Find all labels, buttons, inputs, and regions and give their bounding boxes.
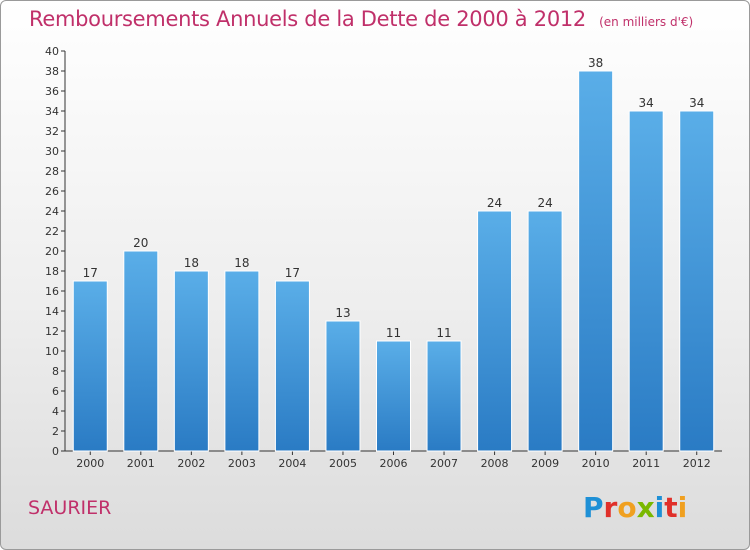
data-label-2009: 24 [537,196,552,210]
y-tick-label: 30 [45,145,59,158]
logo-letter: i [654,491,665,524]
y-tick-label: 12 [45,325,59,338]
x-tick-label-2010: 2010 [582,457,610,470]
x-tick-label-2009: 2009 [531,457,559,470]
x-tick-label-2000: 2000 [76,457,104,470]
y-tick-label: 22 [45,225,59,238]
y-tick-label: 36 [45,85,59,98]
x-tick-label-2008: 2008 [481,457,509,470]
y-tick-label: 2 [52,425,59,438]
data-label-2003: 18 [234,256,249,270]
logo-letter: o [617,491,637,524]
chart-title: Remboursements Annuels de la Dette de 20… [29,7,586,31]
bar-2007 [426,340,462,452]
data-label-2007: 11 [436,326,451,340]
y-tick-label: 10 [45,345,59,358]
logo-letter: i [677,491,688,524]
bar-2001 [123,250,159,452]
axes: 0246810121416182022242628303234363840200… [45,45,722,470]
x-tick-label-2003: 2003 [228,457,256,470]
bar-2012 [679,110,715,452]
y-tick-label: 34 [45,105,59,118]
x-tick-label-2006: 2006 [380,457,408,470]
bar-2003 [224,270,260,452]
y-tick-label: 4 [52,405,59,418]
data-label-2011: 34 [639,96,654,110]
bar-2005 [325,320,361,452]
bar-2010 [578,70,614,452]
y-tick-label: 40 [45,45,59,58]
data-label-2004: 17 [285,266,300,280]
y-tick-label: 14 [45,305,59,318]
data-label-2008: 24 [487,196,502,210]
proxiti-logo[interactable]: Proxiti [583,491,687,524]
y-tick-label: 0 [52,445,59,458]
x-tick-label-2002: 2002 [177,457,205,470]
x-tick-label-2011: 2011 [632,457,660,470]
x-tick-label-2012: 2012 [683,457,711,470]
data-label-2002: 18 [184,256,199,270]
data-label-2010: 38 [588,56,603,70]
bar-2011 [628,110,664,452]
bar-2009 [527,210,563,452]
bar-2008 [477,210,513,452]
logo-letter: x [636,491,655,524]
data-label-2006: 11 [386,326,401,340]
bars: 17 20 18 18 17 13 11 11 24 24 38 34 34 [72,56,715,452]
bar-2006 [376,340,411,452]
bar-2002 [173,270,209,452]
data-label-2001: 20 [133,236,148,250]
title-row: Remboursements Annuels de la Dette de 20… [29,7,693,31]
chart-subtitle: (en milliers d'€) [599,15,694,29]
bar-2000 [72,280,108,452]
x-tick-label-2007: 2007 [430,457,458,470]
y-tick-label: 24 [45,205,59,218]
y-tick-label: 28 [45,165,59,178]
logo-letter: t [664,491,678,524]
bar-2004 [274,280,310,452]
y-tick-label: 8 [52,365,59,378]
y-tick-label: 20 [45,245,59,258]
x-tick-label-2001: 2001 [127,457,155,470]
logo-letter: P [583,491,604,524]
y-tick-label: 6 [52,385,59,398]
x-tick-label-2005: 2005 [329,457,357,470]
y-tick-label: 16 [45,285,59,298]
data-label-2000: 17 [83,266,98,280]
x-tick-label-2004: 2004 [278,457,306,470]
y-tick-label: 18 [45,265,59,278]
commune-name: SAURIER [28,497,112,519]
y-tick-label: 38 [45,65,59,78]
y-tick-label: 26 [45,185,59,198]
data-label-2012: 34 [689,96,704,110]
data-label-2005: 13 [335,306,350,320]
y-tick-label: 32 [45,125,59,138]
logo-letter: r [603,491,618,524]
